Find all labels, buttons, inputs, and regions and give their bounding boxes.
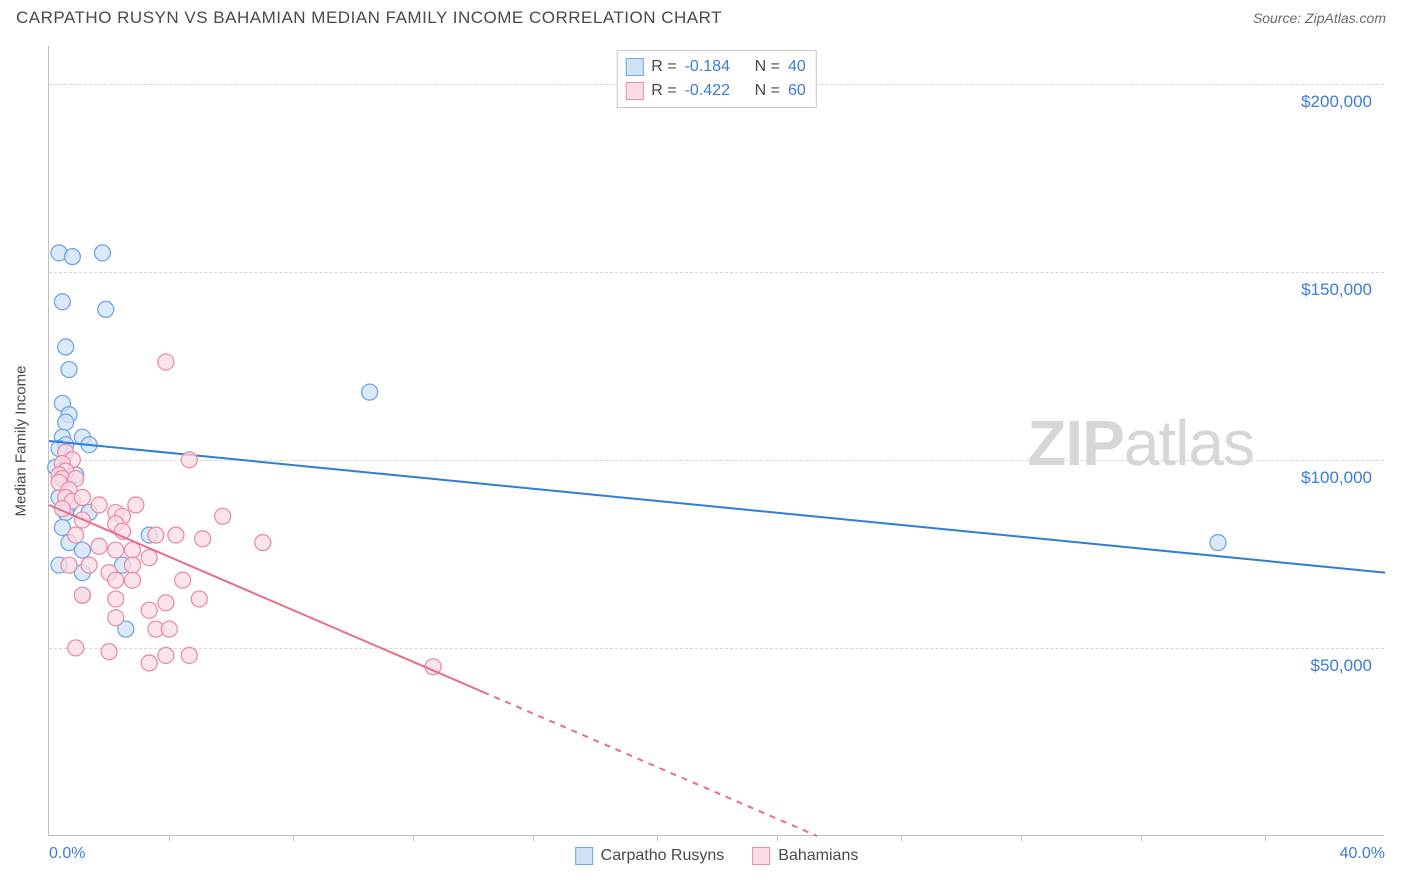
- x-tick-label: 40.0%: [1340, 845, 1385, 863]
- chart-source: Source: ZipAtlas.com: [1253, 10, 1386, 26]
- n-value: 40: [788, 55, 806, 79]
- x-tick: [1265, 835, 1266, 841]
- legend-label: Carpatho Rusyns: [601, 847, 725, 865]
- x-tick: [1141, 835, 1142, 841]
- series-swatch: [625, 58, 643, 76]
- r-value: -0.184: [685, 55, 747, 79]
- legend-item: Bahamians: [752, 847, 858, 865]
- legend-item: Carpatho Rusyns: [575, 847, 725, 865]
- x-tick: [777, 835, 778, 841]
- y-axis-title: Median Family Income: [13, 365, 30, 516]
- legend-label: Bahamians: [778, 847, 858, 865]
- scatter-svg: [49, 46, 1384, 835]
- x-tick: [533, 835, 534, 841]
- x-tick: [657, 835, 658, 841]
- stats-row: R =-0.184N =40: [625, 55, 805, 79]
- chart-title: CARPATHO RUSYN VS BAHAMIAN MEDIAN FAMILY…: [16, 8, 722, 28]
- n-value: 60: [788, 79, 806, 103]
- series-swatch: [625, 82, 643, 100]
- stats-row: R =-0.422N =60: [625, 79, 805, 103]
- x-tick: [901, 835, 902, 841]
- series-swatch: [752, 847, 770, 865]
- x-tick: [169, 835, 170, 841]
- x-tick-label: 0.0%: [49, 845, 85, 863]
- x-tick: [413, 835, 414, 841]
- r-value: -0.422: [685, 79, 747, 103]
- chart-plot-area: Median Family Income $50,000$100,000$150…: [48, 46, 1384, 836]
- stats-legend-box: R =-0.184N =40R =-0.422N =60: [616, 50, 816, 108]
- series-legend: Carpatho Rusyns Bahamians: [575, 847, 859, 865]
- x-tick: [293, 835, 294, 841]
- series-swatch: [575, 847, 593, 865]
- x-tick: [1021, 835, 1022, 841]
- chart-header: CARPATHO RUSYN VS BAHAMIAN MEDIAN FAMILY…: [0, 0, 1406, 34]
